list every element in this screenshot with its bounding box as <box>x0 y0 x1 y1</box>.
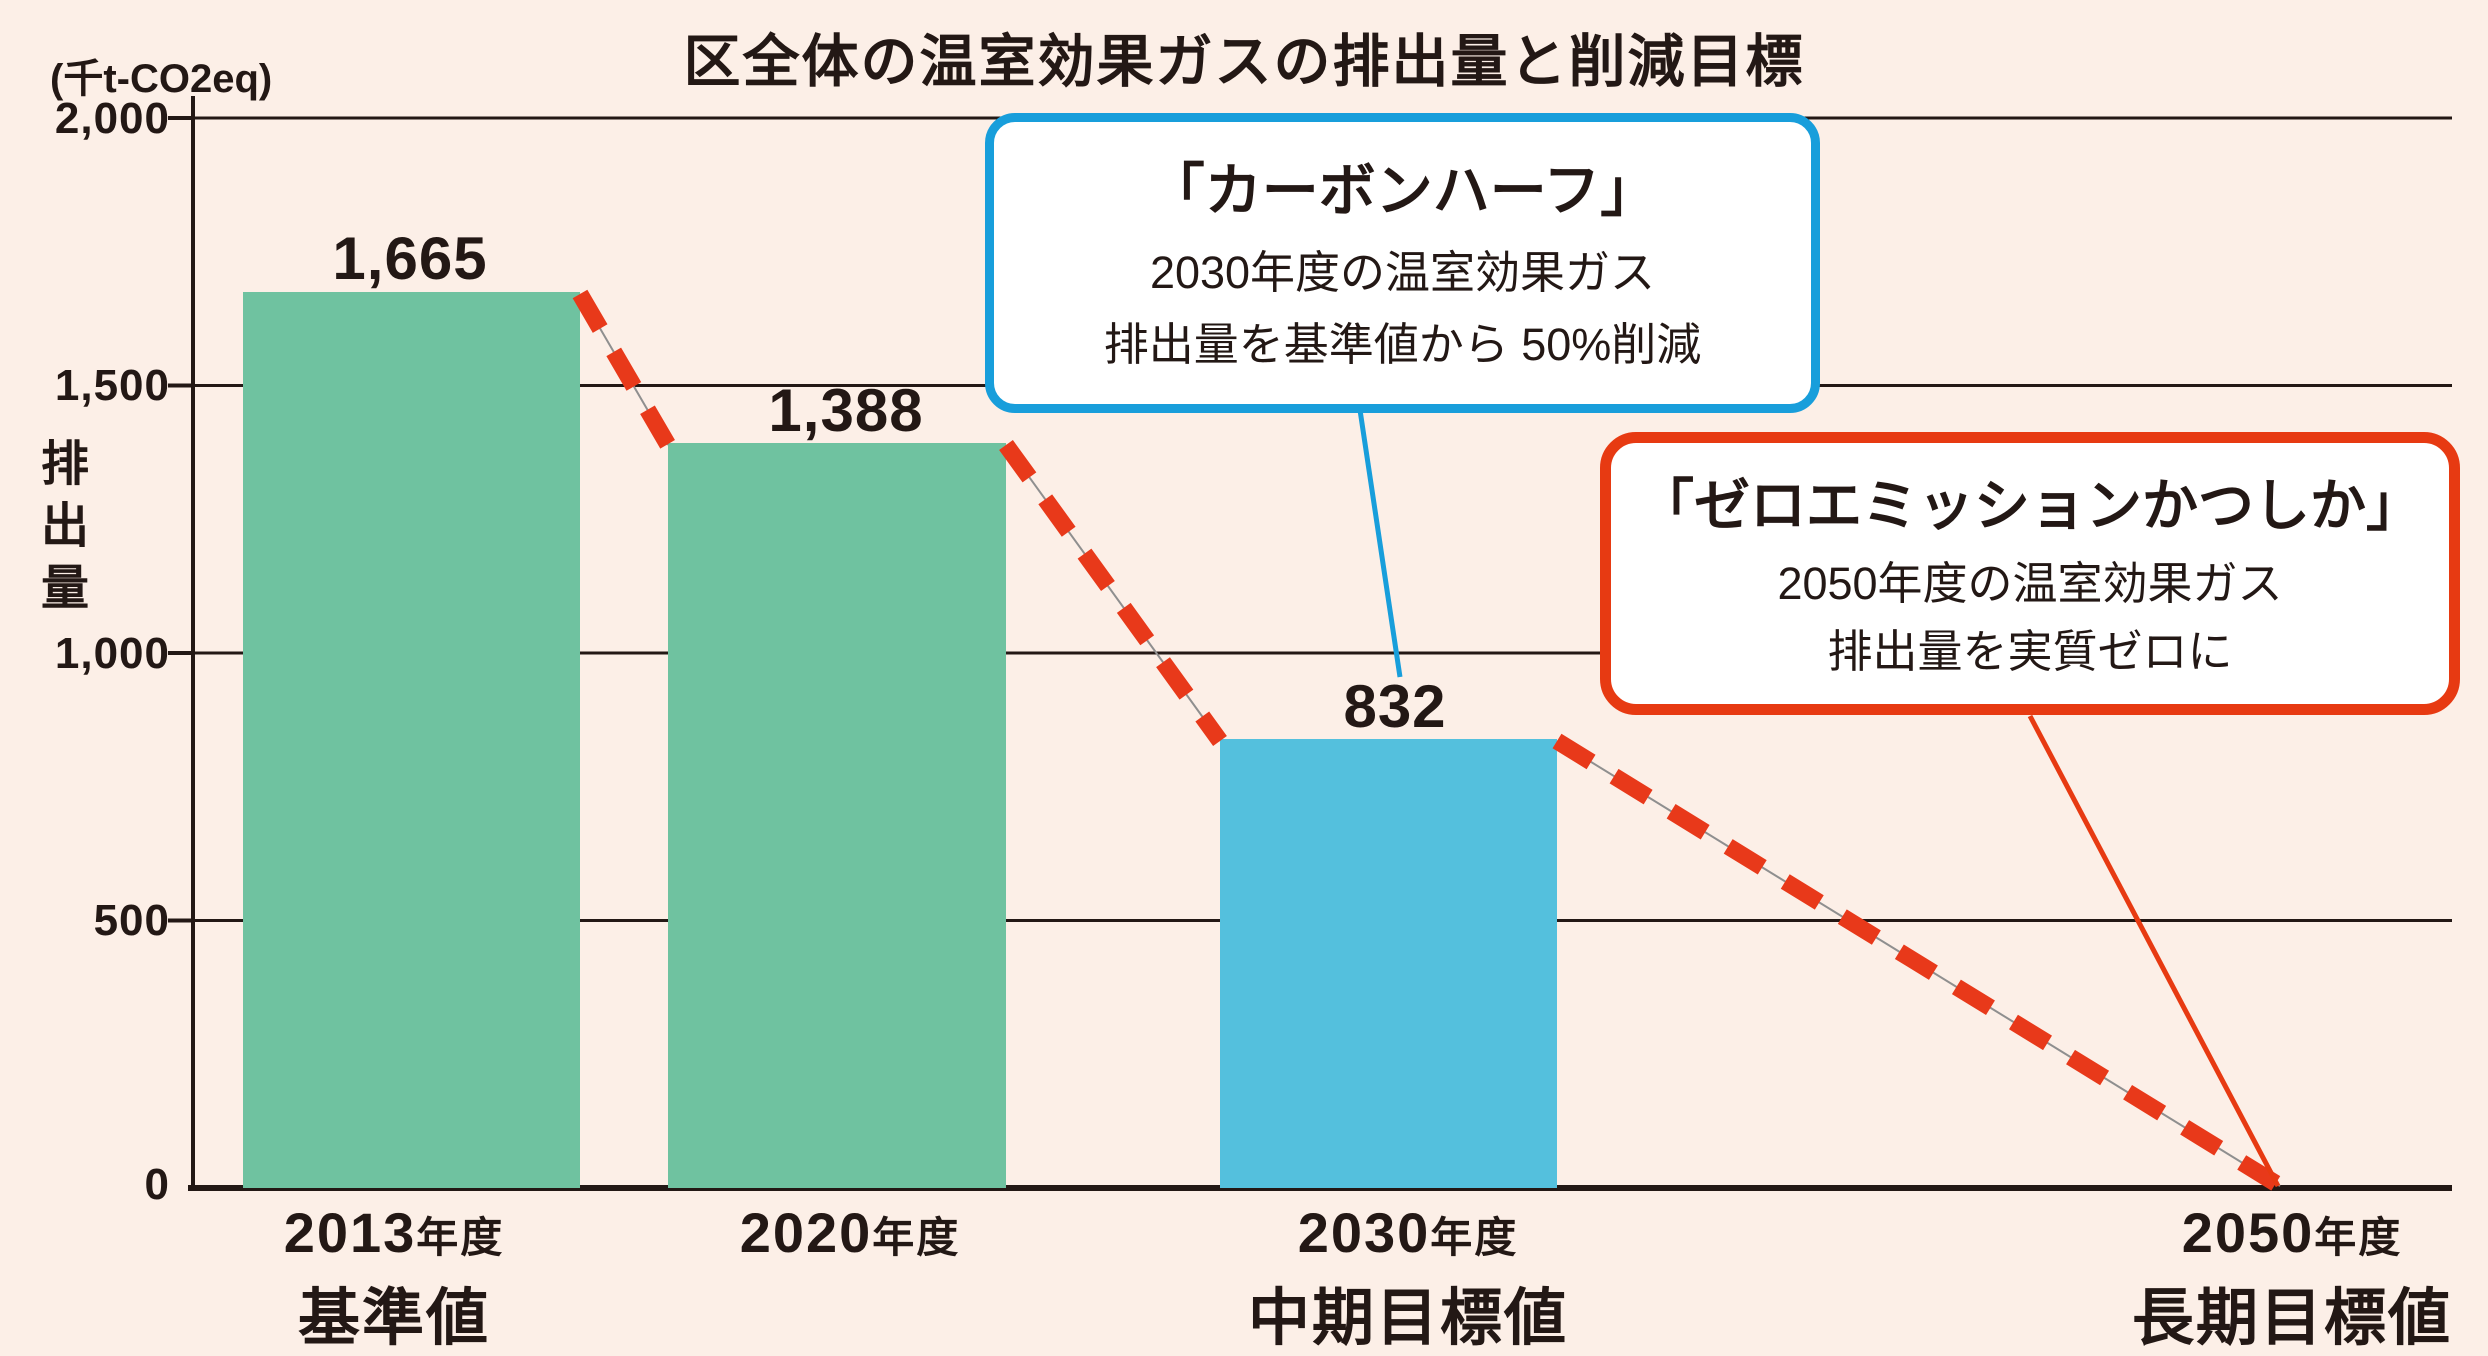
y-tick-0: 0 <box>144 1160 170 1209</box>
x-label-2020-suffix: 年度 <box>872 1214 961 1261</box>
x-label-2013-suffix: 年度 <box>416 1214 505 1261</box>
chart-title: 区全体の温室効果ガスの排出量と削減目標 <box>683 30 1805 94</box>
x-label-2050-sub: 長期目標値 <box>2131 1284 2453 1353</box>
bar-2013 <box>243 292 580 1188</box>
carbon-half-callout: 「カーボンハーフ」 2030年度の温室効果ガス 排出量を基準値から 50%削減 <box>985 113 1820 413</box>
trend-line-dashed <box>572 289 2285 1194</box>
x-label-2050-suffix: 年度 <box>2314 1214 2403 1261</box>
y-tick-1000: 1,000 <box>54 629 170 678</box>
y-tick-1500: 1,500 <box>54 361 170 410</box>
x-label-2030: 2030年度 中期目標値 <box>1248 1200 1568 1356</box>
x-label-2030-suffix: 年度 <box>1430 1214 1519 1261</box>
zero-emission-line2: 排出量を実質ゼロに <box>1827 626 2233 677</box>
carbon-half-title: 「カーボンハーフ」 <box>1147 159 1658 223</box>
x-label-2013-sub: 基準値 <box>297 1284 490 1353</box>
bar-2020 <box>668 443 1006 1188</box>
zero-emission-line1: 2050年度の温室効果ガス <box>1777 558 2283 609</box>
y-axis-title: 排出量 <box>33 438 86 624</box>
x-label-2030-sub: 中期目標値 <box>1247 1284 1569 1353</box>
x-label-2050: 2050年度 長期目標値 <box>2132 1200 2452 1356</box>
carbon-half-pointer-line <box>1357 409 1403 678</box>
carbon-half-line2: 排出量を基準値から 50%削減 <box>1103 319 1702 370</box>
x-label-2013-year: 2013 <box>283 1201 417 1264</box>
y-axis-unit-label: (千t-CO2eq) <box>50 57 273 101</box>
value-label-2030: 832 <box>1343 673 1447 740</box>
value-label-2013: 1,665 <box>332 225 488 292</box>
x-label-2050-year: 2050 <box>2181 1201 2315 1264</box>
bar-2030 <box>1220 739 1557 1188</box>
y-tick-2000: 2,000 <box>54 94 170 143</box>
carbon-half-line1: 2030年度の温室効果ガス <box>1149 247 1656 298</box>
y-tick-500: 500 <box>93 896 170 945</box>
x-label-2013: 2013年度 基準値 <box>284 1200 505 1356</box>
zero-emission-title: 「ゼロエミッションかつしか」 <box>1638 474 2422 537</box>
x-label-2020: 2020年度 <box>740 1200 961 1267</box>
zero-emission-callout: 「ゼロエミッションかつしか」 2050年度の温室効果ガス 排出量を実質ゼロに <box>1600 432 2460 715</box>
x-label-2030-year: 2030 <box>1297 1201 1431 1264</box>
x-label-2020-year: 2020 <box>739 1201 873 1264</box>
value-label-2020: 1,388 <box>768 377 924 444</box>
zero-emission-pointer-line <box>2027 714 2281 1188</box>
